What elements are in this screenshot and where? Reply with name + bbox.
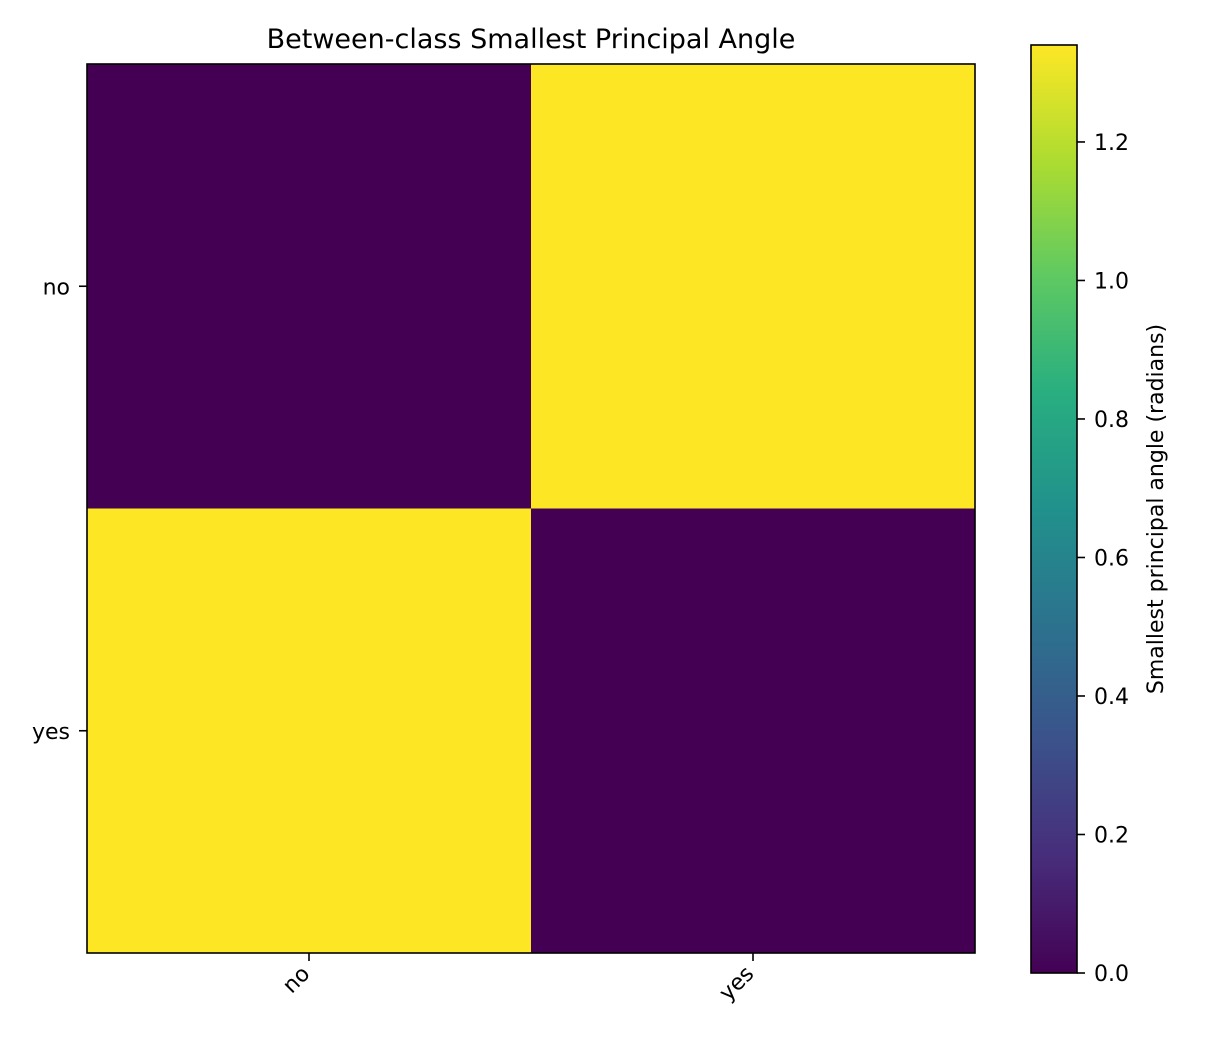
colorbar-tick-label: 1.2 <box>1094 131 1129 156</box>
colorbar-label: Smallest principal angle (radians) <box>1144 324 1169 694</box>
y-tick-label: no <box>43 275 70 300</box>
colorbar-tick-label: 0.4 <box>1094 685 1129 710</box>
colorbar <box>1030 44 1078 974</box>
colorbar-tick-label: 0.2 <box>1094 823 1129 848</box>
heatmap-cell <box>87 508 532 954</box>
x-tick-label: no <box>278 962 315 999</box>
heatmap-cells <box>87 64 976 954</box>
colorbar-tick-label: 1.0 <box>1094 269 1129 294</box>
x-tick-label: yes <box>715 962 760 1007</box>
heatmap-cell <box>87 64 532 509</box>
colorbar-tick-label: 0.6 <box>1094 546 1129 571</box>
plot-frame <box>86 63 976 954</box>
colorbar-axis: 0.0 0.2 0.4 0.6 0.8 1.0 1.2 <box>1077 131 1129 987</box>
x-axis: no yes <box>278 953 759 1006</box>
colorbar-tick-label: 0.0 <box>1094 962 1129 987</box>
y-axis: no yes <box>32 275 87 745</box>
heatmap-cell <box>531 64 976 509</box>
y-tick-label: yes <box>32 720 70 745</box>
colorbar-tick-label: 0.8 <box>1094 408 1129 433</box>
chart-title: Between-class Smallest Principal Angle <box>267 24 796 55</box>
heatmap-cell <box>531 508 976 954</box>
